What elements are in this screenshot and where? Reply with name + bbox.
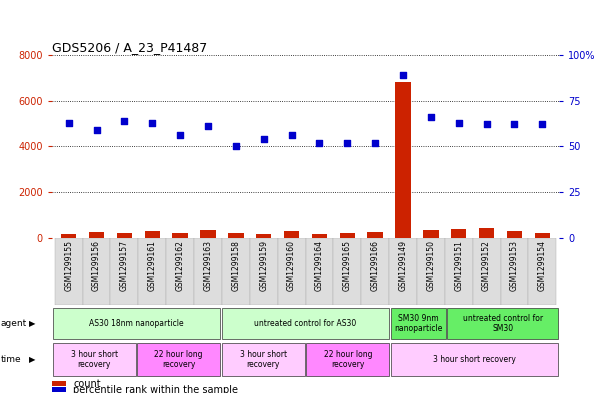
Text: count: count bbox=[73, 378, 101, 389]
Bar bbox=[172, 233, 188, 238]
Bar bbox=[306, 343, 389, 376]
Bar bbox=[340, 233, 355, 238]
Bar bbox=[55, 238, 82, 305]
Text: GSM1299153: GSM1299153 bbox=[510, 240, 519, 291]
Bar bbox=[361, 238, 389, 305]
Bar bbox=[82, 238, 111, 305]
Bar bbox=[145, 231, 160, 238]
Point bbox=[538, 121, 547, 128]
Point bbox=[426, 114, 436, 120]
Bar bbox=[395, 83, 411, 238]
Point bbox=[510, 121, 519, 128]
Bar bbox=[117, 233, 132, 238]
Text: GSM1299158: GSM1299158 bbox=[232, 240, 240, 291]
Bar bbox=[89, 232, 104, 238]
Bar bbox=[52, 381, 66, 386]
Bar bbox=[391, 308, 445, 339]
Text: untreated control for
SM30: untreated control for SM30 bbox=[463, 314, 543, 333]
Bar bbox=[389, 238, 417, 305]
Bar bbox=[256, 234, 271, 238]
Text: 3 hour short
recovery: 3 hour short recovery bbox=[71, 350, 118, 369]
Point bbox=[259, 136, 269, 142]
Bar bbox=[447, 308, 558, 339]
Text: GSM1299150: GSM1299150 bbox=[426, 240, 436, 291]
Bar bbox=[166, 238, 194, 305]
Bar bbox=[228, 233, 244, 238]
Point bbox=[92, 127, 101, 133]
Point bbox=[203, 123, 213, 129]
Bar bbox=[529, 238, 556, 305]
Text: GSM1299159: GSM1299159 bbox=[259, 240, 268, 291]
Bar bbox=[222, 343, 305, 376]
Text: GSM1299157: GSM1299157 bbox=[120, 240, 129, 291]
Bar bbox=[312, 234, 327, 238]
Text: percentile rank within the sample: percentile rank within the sample bbox=[73, 385, 238, 393]
Bar bbox=[451, 229, 466, 238]
Point bbox=[287, 132, 296, 139]
Text: 3 hour short recovery: 3 hour short recovery bbox=[433, 355, 516, 364]
Bar bbox=[52, 387, 66, 392]
Text: GSM1299161: GSM1299161 bbox=[148, 240, 157, 291]
Bar bbox=[391, 343, 558, 376]
Text: GSM1299154: GSM1299154 bbox=[538, 240, 547, 291]
Text: ▶: ▶ bbox=[29, 355, 36, 364]
Point bbox=[231, 143, 241, 149]
Bar bbox=[194, 238, 222, 305]
Text: GSM1299149: GSM1299149 bbox=[398, 240, 408, 291]
Point bbox=[481, 121, 491, 128]
Text: GSM1299164: GSM1299164 bbox=[315, 240, 324, 291]
Bar bbox=[53, 308, 220, 339]
Bar bbox=[423, 230, 439, 238]
Bar bbox=[445, 238, 473, 305]
Text: AS30 18nm nanoparticle: AS30 18nm nanoparticle bbox=[89, 319, 184, 328]
Bar bbox=[507, 231, 522, 238]
Text: GSM1299166: GSM1299166 bbox=[371, 240, 379, 291]
Point bbox=[454, 119, 464, 126]
Text: 22 hour long
recovery: 22 hour long recovery bbox=[155, 350, 203, 369]
Bar bbox=[53, 343, 136, 376]
Text: agent: agent bbox=[1, 319, 27, 328]
Point bbox=[315, 140, 324, 146]
Bar bbox=[500, 238, 529, 305]
Point bbox=[64, 119, 73, 126]
Text: GSM1299165: GSM1299165 bbox=[343, 240, 352, 291]
Text: 22 hour long
recovery: 22 hour long recovery bbox=[323, 350, 372, 369]
Text: GSM1299155: GSM1299155 bbox=[64, 240, 73, 291]
Bar bbox=[334, 238, 361, 305]
Bar bbox=[277, 238, 306, 305]
Bar bbox=[137, 343, 220, 376]
Text: SM30 9nm
nanoparticle: SM30 9nm nanoparticle bbox=[394, 314, 442, 333]
Bar bbox=[417, 238, 445, 305]
Text: GSM1299162: GSM1299162 bbox=[175, 240, 185, 291]
Bar bbox=[61, 234, 76, 238]
Bar bbox=[367, 232, 383, 238]
Text: GSM1299151: GSM1299151 bbox=[454, 240, 463, 291]
Bar bbox=[222, 308, 389, 339]
Bar bbox=[250, 238, 277, 305]
Bar bbox=[306, 238, 334, 305]
Text: GSM1299163: GSM1299163 bbox=[203, 240, 213, 291]
Text: ▶: ▶ bbox=[29, 319, 36, 328]
Bar bbox=[138, 238, 166, 305]
Text: GSM1299160: GSM1299160 bbox=[287, 240, 296, 291]
Bar bbox=[111, 238, 138, 305]
Text: time: time bbox=[1, 355, 21, 364]
Point bbox=[370, 140, 380, 146]
Bar bbox=[284, 231, 299, 238]
Point bbox=[342, 140, 352, 146]
Bar bbox=[222, 238, 250, 305]
Point bbox=[147, 119, 157, 126]
Bar bbox=[479, 228, 494, 238]
Point bbox=[175, 132, 185, 139]
Bar bbox=[200, 230, 216, 238]
Text: 3 hour short
recovery: 3 hour short recovery bbox=[240, 350, 287, 369]
Text: GSM1299156: GSM1299156 bbox=[92, 240, 101, 291]
Bar bbox=[473, 238, 500, 305]
Bar bbox=[535, 233, 550, 238]
Text: GSM1299152: GSM1299152 bbox=[482, 240, 491, 291]
Point bbox=[398, 72, 408, 78]
Text: untreated control for AS30: untreated control for AS30 bbox=[254, 319, 357, 328]
Text: GDS5206 / A_23_P41487: GDS5206 / A_23_P41487 bbox=[52, 41, 207, 54]
Point bbox=[120, 118, 130, 124]
